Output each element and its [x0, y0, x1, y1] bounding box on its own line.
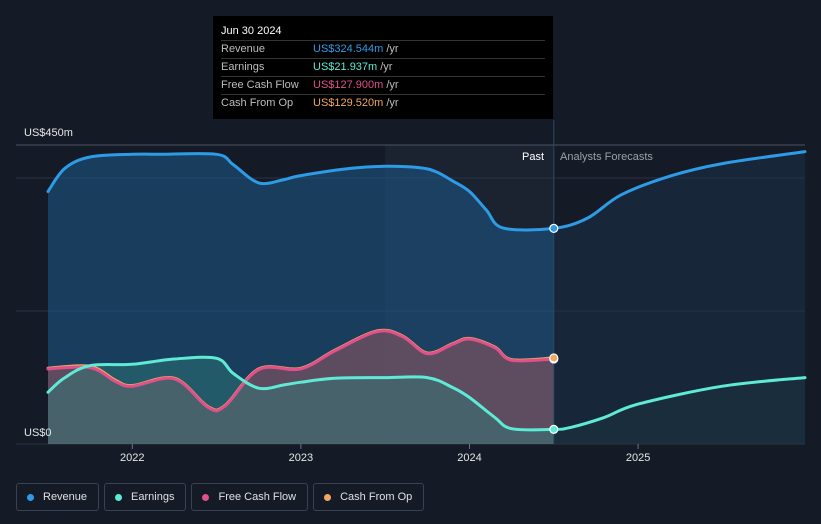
- legend-label: Cash From Op: [340, 491, 413, 503]
- data-point-marker-revenue[interactable]: [549, 223, 559, 233]
- tooltip-label: Revenue: [221, 43, 266, 55]
- x-tick-label: 2025: [626, 452, 650, 464]
- series-area: [553, 151, 805, 444]
- x-tick-label: 2023: [289, 452, 313, 464]
- legend-dot-icon: [324, 493, 332, 501]
- tooltip-row-earnings: Earnings US$21.937m /yr: [221, 58, 545, 76]
- tooltip-row-revenue: Revenue US$324.544m /yr: [221, 40, 545, 58]
- legend-item-cash-from-op[interactable]: Cash From Op: [313, 483, 425, 511]
- tooltip-unit: /yr: [386, 79, 399, 91]
- series-area: [553, 377, 805, 444]
- tooltip-label: Free Cash Flow: [221, 79, 299, 91]
- tooltip-unit: /yr: [380, 61, 393, 73]
- legend-item-revenue[interactable]: Revenue: [16, 483, 100, 511]
- tooltip-unit: /yr: [386, 97, 399, 109]
- x-tick-label: 2022: [120, 452, 144, 464]
- tooltip-value: US$127.900m: [313, 79, 384, 91]
- tooltip-value: US$21.937m: [313, 61, 378, 73]
- series-area: [48, 153, 554, 444]
- series-area: [48, 330, 554, 444]
- tooltip-label: Earnings: [221, 61, 265, 73]
- legend-dot-icon: [202, 493, 210, 501]
- series-line-earnings[interactable]: [46, 355, 807, 432]
- past-label: Past: [522, 151, 544, 163]
- tooltip-label: Cash From Op: [221, 97, 294, 109]
- legend-label: Earnings: [131, 491, 175, 503]
- tooltip-value: US$324.544m: [313, 43, 384, 55]
- series-line-revenue[interactable]: [46, 150, 807, 232]
- series-line-free-cash-flow[interactable]: [46, 329, 556, 413]
- tooltip-unit: /yr: [386, 43, 399, 55]
- y-axis-max-label: US$450m: [24, 127, 73, 139]
- legend-dot-icon: [27, 493, 34, 501]
- legend-label: Free Cash Flow: [218, 491, 297, 503]
- y-axis-min-label: US$0: [24, 427, 52, 439]
- tooltip-row-free-cash-flow: Free Cash Flow US$127.900m /yr: [221, 76, 545, 94]
- forecast-label: Analysts Forecasts: [560, 151, 653, 163]
- tooltip: Jun 30 2024 Revenue US$324.544m /yr Earn…: [213, 16, 553, 119]
- data-point-marker-cash-from-op[interactable]: [549, 353, 559, 363]
- x-tick-label: 2024: [457, 452, 481, 464]
- legend-dot-icon: [115, 493, 123, 501]
- legend-label: Revenue: [43, 491, 88, 503]
- series-area: [48, 330, 554, 444]
- legend-item-earnings[interactable]: Earnings: [104, 483, 187, 511]
- data-point-marker-earnings[interactable]: [549, 424, 559, 434]
- tooltip-row-cash-from-op: Cash From Op US$129.520m /yr: [221, 94, 545, 112]
- legend: Revenue Earnings Free Cash Flow Cash Fro…: [16, 483, 425, 511]
- tooltip-date: Jun 30 2024: [221, 25, 282, 37]
- legend-item-free-cash-flow[interactable]: Free Cash Flow: [191, 483, 309, 511]
- tooltip-value: US$129.520m: [313, 97, 384, 109]
